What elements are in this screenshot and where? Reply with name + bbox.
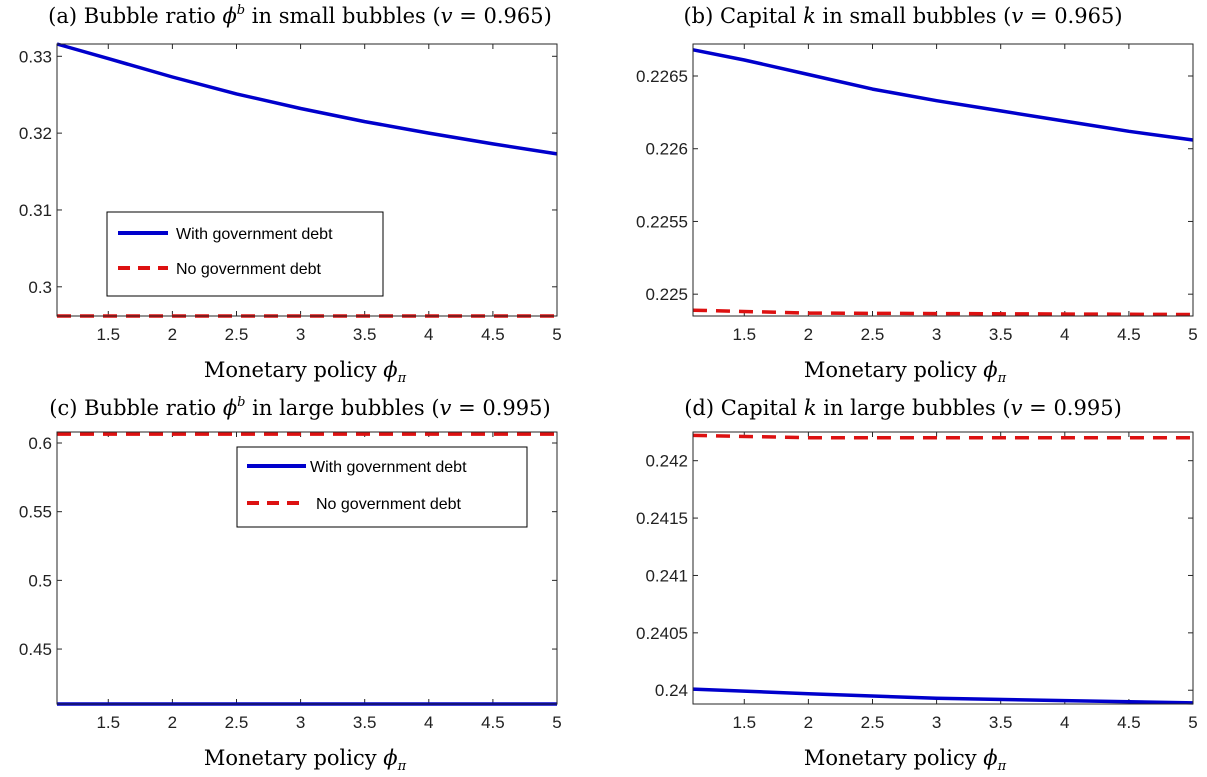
panel-a-xtick-label: 5 (552, 325, 561, 344)
panel-c-xtick-label: 5 (552, 713, 561, 732)
panel-a-xtick-label: 2 (168, 325, 177, 344)
panel-d-ytick-label: 0.24 (655, 681, 688, 700)
panel-c-ytick-label: 0.5 (28, 571, 52, 590)
panel-b-series-with-debt (692, 48, 1194, 142)
panel-c-xtick-label: 4 (424, 713, 433, 732)
panel-d-xtick-label: 5 (1188, 713, 1197, 732)
panel-c-xtick-label: 3.5 (353, 713, 377, 732)
panel-d: (d) Capital k in large bubbles (v = 0.99… (636, 396, 1198, 774)
panel-d-series-with-debt (692, 687, 1194, 705)
panel-b: (b) Capital k in small bubbles (v = 0.96… (636, 4, 1198, 386)
panel-d-ytick-label: 0.2415 (636, 509, 688, 528)
panel-b-xtick-label: 5 (1188, 325, 1197, 344)
panel-b-axes-frame (692, 43, 1194, 317)
legend-label-with-debt: With government debt (310, 459, 467, 476)
panel-b-xtick-label: 4 (1060, 325, 1069, 344)
panel-a-xtick-label: 3.5 (353, 325, 377, 344)
panel-d-xtick-label: 4 (1060, 713, 1069, 732)
panel-b-xtick-label: 2 (804, 325, 813, 344)
panel-b-xlabel: Monetary policy ϕπ (804, 358, 1007, 386)
panel-a-axes-frame (56, 43, 558, 317)
legend-box (106, 211, 384, 297)
panel-d-series-no-debt (692, 433, 1193, 440)
panel-d-ytick-label: 0.241 (645, 566, 688, 585)
panel-d-xtick-label: 2 (804, 713, 813, 732)
panel-a-xtick-label: 4.5 (481, 325, 505, 344)
panel-a-title: (a) Bubble ratio ϕb in small bubbles (v … (48, 3, 552, 28)
panel-a-ytick-label: 0.33 (19, 47, 52, 66)
panel-d-xlabel: Monetary policy ϕπ (804, 746, 1007, 774)
panel-b-xtick-label: 1.5 (732, 325, 756, 344)
panel-d-title: (d) Capital k in large bubbles (v = 0.99… (684, 396, 1122, 420)
panel-c-ytick-label: 0.45 (19, 640, 52, 659)
panel-c-title: (c) Bubble ratio ϕb in large bubbles (v … (49, 395, 550, 420)
panel-b-xtick-label: 3.5 (989, 325, 1013, 344)
panel-c-xtick-label: 2.5 (225, 713, 249, 732)
panel-c: (c) Bubble ratio ϕb in large bubbles (v … (19, 395, 562, 774)
panel-b-ytick-label: 0.2255 (636, 212, 688, 231)
panel-d-ytick-label: 0.242 (645, 452, 688, 471)
panel-b-xtick-label: 3 (932, 325, 941, 344)
panel-d-xtick-label: 1.5 (732, 713, 756, 732)
panel-c-axes-frame (56, 431, 558, 705)
panel-c-xtick-label: 4.5 (481, 713, 505, 732)
panel-a-xtick-label: 1.5 (96, 325, 120, 344)
panel-d-xtick-label: 3 (932, 713, 941, 732)
legend-label-no-debt: No government debt (176, 261, 322, 278)
panel-a-xlabel: Monetary policy ϕπ (204, 358, 407, 386)
panel-d-xtick-label: 2.5 (861, 713, 885, 732)
panel-b-series-no-debt (692, 308, 1194, 317)
panel-b-xtick-label: 4.5 (1117, 325, 1141, 344)
panel-d-axes-frame (692, 431, 1194, 705)
panel-c-xlabel: Monetary policy ϕπ (204, 746, 407, 774)
panel-a-ytick-label: 0.3 (28, 278, 52, 297)
panel-d-plot-area (693, 432, 1193, 704)
panel-c-ytick-label: 0.6 (28, 434, 52, 453)
panel-a-legend: With government debt No government debt (106, 211, 384, 297)
panel-c-ytick-label: 0.55 (19, 503, 52, 522)
panel-a-xtick-label: 3 (296, 325, 305, 344)
panel-a: (a) Bubble ratio ϕb in small bubbles (v … (19, 3, 562, 386)
panel-c-legend: With government debt No government debt (236, 446, 528, 528)
panel-b-title: (b) Capital k in small bubbles (v = 0.96… (683, 4, 1122, 28)
panel-b-xtick-label: 2.5 (861, 325, 885, 344)
panel-c-xtick-label: 1.5 (96, 713, 120, 732)
panel-d-xtick-label: 3.5 (989, 713, 1013, 732)
panel-c-xtick-label: 3 (296, 713, 305, 732)
legend-box (236, 446, 528, 528)
panel-a-ytick-label: 0.31 (19, 201, 52, 220)
panel-b-ytick-label: 0.225 (645, 285, 688, 304)
panel-a-xtick-label: 4 (424, 325, 433, 344)
legend-label-with-debt: With government debt (176, 226, 333, 243)
panel-c-xtick-label: 2 (168, 713, 177, 732)
panel-a-ytick-label: 0.32 (19, 124, 52, 143)
panel-a-series-with-debt (56, 42, 558, 156)
panel-d-xtick-label: 4.5 (1117, 713, 1141, 732)
legend-label-no-debt: No government debt (316, 496, 462, 513)
panel-d-ytick-label: 0.2405 (636, 624, 688, 643)
panel-b-plot-area (693, 44, 1193, 316)
panel-b-ytick-label: 0.2265 (636, 67, 688, 86)
panel-a-xtick-label: 2.5 (225, 325, 249, 344)
panel-b-ytick-label: 0.226 (645, 140, 688, 159)
